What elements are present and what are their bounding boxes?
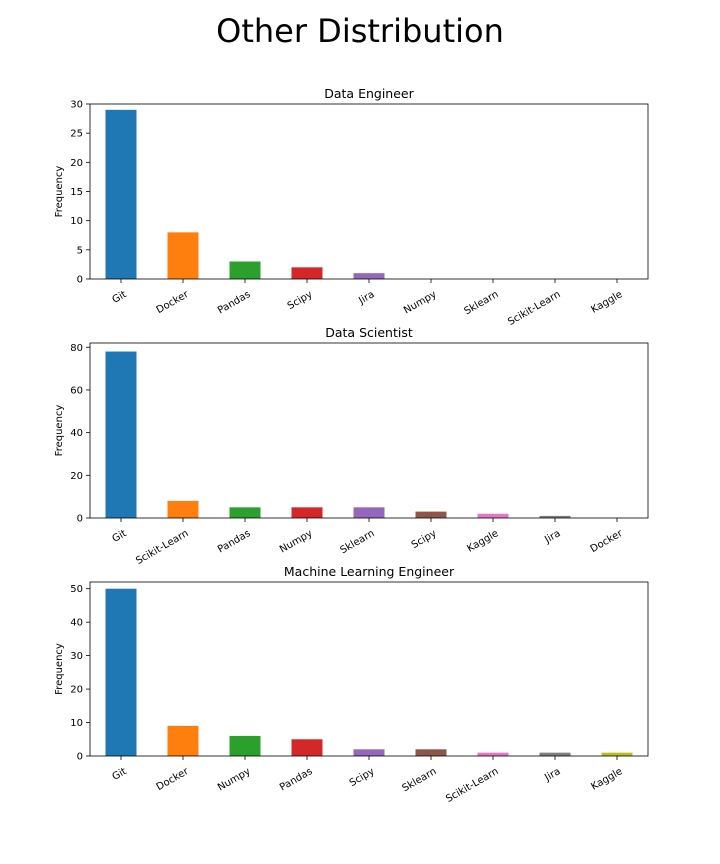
bar-scipy: [415, 511, 447, 518]
bar-numpy: [229, 735, 261, 756]
y-tick-label: 0: [77, 514, 83, 525]
x-tick-label: Kaggle: [589, 289, 624, 316]
x-tick-label: Sklearn: [339, 528, 377, 556]
x-tick-label: Git: [110, 528, 128, 545]
x-tick-label: Git: [110, 289, 128, 306]
bar-pandas: [229, 261, 261, 279]
y-tick-label: 0: [77, 752, 83, 763]
bar-git: [105, 109, 137, 279]
x-tick-label: Kaggle: [589, 766, 624, 793]
x-tick-label: Numpy: [402, 289, 439, 316]
subplot-title: Data Scientist: [325, 325, 413, 340]
y-tick-label: 5: [77, 245, 83, 256]
y-tick-label: 40: [70, 618, 83, 629]
bar-git: [105, 588, 137, 756]
x-tick-label: Kaggle: [465, 528, 500, 555]
x-tick-label: Scipy: [410, 528, 439, 551]
bar-jira: [539, 515, 571, 518]
bar-scikit-learn: [167, 500, 199, 518]
bar-git: [105, 351, 137, 518]
figure-title: Other Distribution: [216, 12, 504, 50]
axes-frame: [89, 342, 649, 519]
subplot-title: Machine Learning Engineer: [284, 564, 455, 579]
y-tick-label: 40: [70, 428, 83, 439]
y-tick-label: 25: [70, 129, 83, 140]
x-tick-label: Docker: [155, 289, 192, 316]
y-tick-label: 20: [70, 471, 83, 482]
y-tick-label: 30: [70, 651, 83, 662]
bar-numpy: [291, 507, 323, 518]
x-tick-label: Numpy: [216, 766, 253, 793]
bar-sklearn: [415, 749, 447, 756]
y-tick-label: 10: [70, 216, 83, 227]
bar-kaggle: [477, 513, 509, 518]
y-tick-label: 80: [70, 343, 83, 354]
y-tick-label: 20: [70, 158, 83, 169]
x-tick-label: Scipy: [348, 766, 377, 789]
x-tick-label: Scipy: [286, 289, 315, 312]
x-tick-label: Docker: [155, 766, 192, 793]
y-axis-label: Frequency: [54, 166, 65, 218]
chart-panel-0: Data Engineer 0 5 10 15 20 25 30 Git Docker Pandas…: [54, 86, 649, 328]
chart-panel-2: Machine Learning Engineer 0 10 20 30 40 50 Git D…: [54, 564, 649, 805]
y-tick-label: 20: [70, 685, 83, 696]
chart-panel-1: Data Scientist 0 20 40 60 80 Git Scikit-Learn Pa…: [54, 325, 649, 567]
x-tick-label: Sklearn: [463, 289, 501, 317]
x-tick-label: Docker: [589, 528, 626, 555]
x-tick-label: Scikit-Learn: [444, 766, 500, 805]
x-tick-label: Numpy: [278, 528, 315, 555]
y-tick-label: 50: [70, 584, 83, 595]
y-tick-label: 0: [77, 275, 83, 286]
bar-scipy: [353, 749, 385, 756]
bar-jira: [353, 273, 385, 279]
bar-pandas: [291, 739, 323, 756]
x-tick-label: Scikit-Learn: [506, 289, 562, 328]
x-tick-label: Jira: [542, 528, 562, 546]
bar-sklearn: [353, 507, 385, 518]
y-axis-label: Frequency: [54, 405, 65, 457]
bar-docker: [167, 725, 199, 756]
y-tick-label: 30: [70, 100, 83, 111]
bar-jira: [539, 752, 571, 756]
bar-scikit-learn: [477, 752, 509, 756]
x-tick-label: Pandas: [216, 289, 252, 316]
y-tick-label: 60: [70, 385, 83, 396]
x-tick-label: Git: [110, 766, 128, 783]
bar-scipy: [291, 267, 323, 279]
x-tick-label: Scikit-Learn: [134, 528, 190, 567]
x-tick-label: Pandas: [216, 528, 252, 555]
y-axis-label: Frequency: [54, 643, 65, 695]
x-tick-label: Jira: [542, 766, 562, 784]
subplot-title: Data Engineer: [324, 86, 414, 101]
x-tick-label: Sklearn: [401, 766, 439, 794]
y-tick-label: 10: [70, 718, 83, 729]
x-tick-label: Jira: [356, 289, 376, 307]
y-tick-label: 15: [70, 187, 83, 198]
x-tick-label: Pandas: [278, 766, 314, 793]
bar-docker: [167, 232, 199, 279]
bar-kaggle: [601, 752, 633, 756]
bar-pandas: [229, 507, 261, 518]
